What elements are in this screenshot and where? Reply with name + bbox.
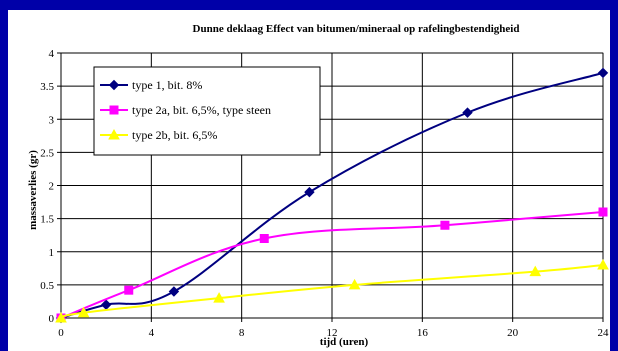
chart-title: Dunne deklaag Effect van bitumen/mineraa…: [193, 23, 520, 35]
data-point: [597, 258, 609, 270]
legend-box: [93, 66, 321, 156]
x-tick-label: 0: [58, 327, 64, 339]
series-layer: [55, 67, 609, 324]
y-tick-label: 1: [49, 247, 55, 259]
x-tick-label: 8: [239, 327, 245, 339]
series-line: [60, 211, 604, 319]
y-tick-label: 1.5: [40, 214, 54, 226]
legend-entry: type 2a, bit. 6,5%, type steen: [100, 103, 271, 117]
data-point: [597, 67, 609, 79]
line-chart: Dunne deklaag Effect van bitumen/mineraa…: [27, 23, 609, 348]
data-point: [462, 107, 473, 118]
legend-marker: [108, 128, 120, 140]
series-3: [55, 258, 609, 323]
data-point: [598, 207, 608, 217]
data-point: [55, 311, 67, 323]
legend-label: type 2b, bit. 6,5%: [132, 128, 217, 142]
y-tick-label: 3: [49, 114, 55, 126]
y-tick-label: 0: [49, 313, 55, 325]
legend: type 1, bit. 8% type 2a, bit. 6,5%, type …: [93, 66, 321, 156]
legend-entry: type 1, bit. 8%: [100, 78, 202, 92]
x-tick-label: 24: [598, 327, 610, 339]
legend-entry: type 2b, bit. 6,5%: [100, 128, 217, 142]
chart-area: Dunne deklaag Effect van bitumen/mineraa…: [8, 10, 610, 351]
x-tick-label: 4: [149, 327, 155, 339]
data-point: [259, 234, 269, 243]
data-point: [304, 186, 315, 198]
y-tick-label: 4: [49, 48, 55, 60]
data-point: [124, 285, 134, 295]
legend-label: type 2a, bit. 6,5%, type steen: [132, 103, 271, 117]
y-tick-label: 0.5: [40, 280, 54, 292]
y-tick-label: 3.5: [40, 81, 54, 93]
x-axis-label: tijd (uren): [320, 336, 369, 348]
axis-layer: 0 0.5 1 1.5 2 2.5 3 3.5 4 0 4 8 12 16 20 24: [40, 48, 609, 339]
x-tick-label: 16: [417, 327, 429, 339]
legend-marker: [109, 105, 119, 115]
y-axis-label: massaverlies (gr): [27, 150, 39, 230]
data-point: [168, 286, 180, 297]
data-point: [529, 265, 542, 277]
data-point: [77, 306, 90, 318]
legend-marker: [108, 79, 120, 91]
x-tick-label: 12: [327, 327, 338, 339]
y-tick-label: 2: [49, 181, 55, 193]
data-point: [348, 278, 361, 290]
legend-label: type 1, bit. 8%: [132, 78, 202, 92]
x-tick-label: 20: [507, 327, 519, 339]
data-point: [213, 292, 225, 303]
data-point: [440, 220, 450, 230]
y-tick-label: 2.5: [40, 147, 54, 159]
